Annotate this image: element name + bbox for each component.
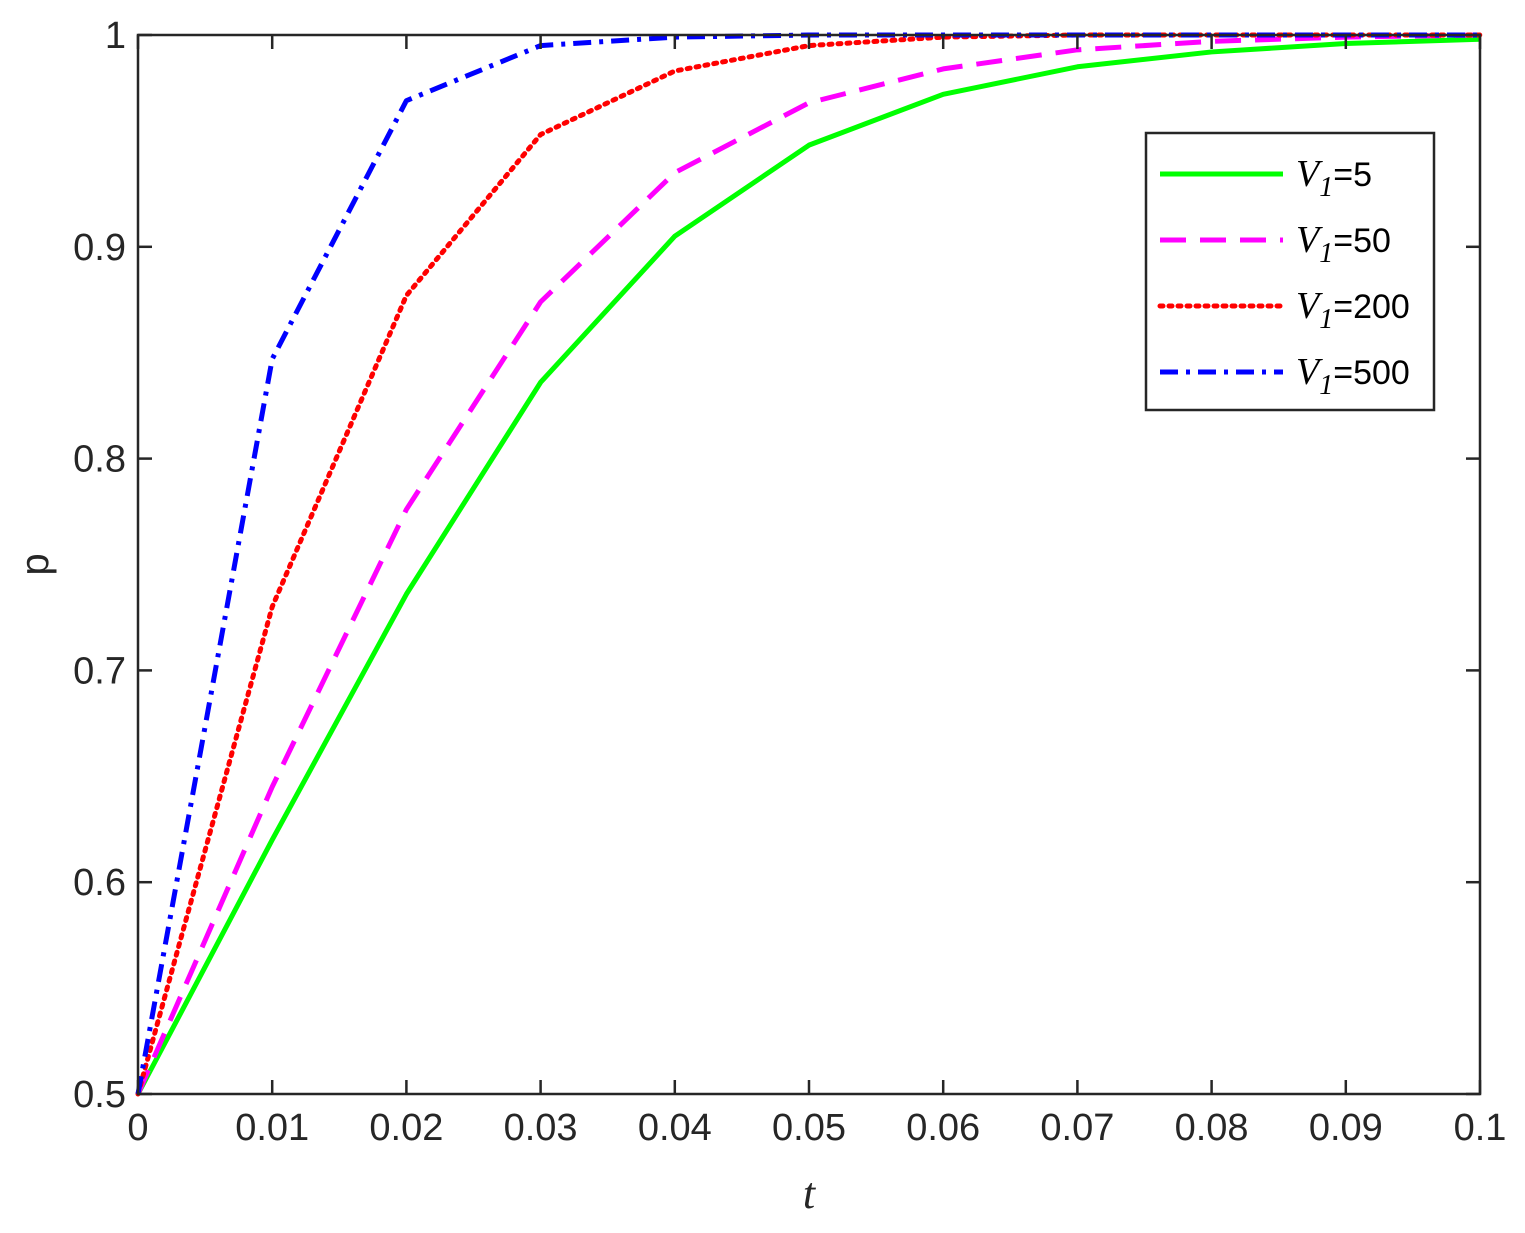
y-tick-label: 0.8 [73,439,126,481]
x-tick-label: 0.02 [369,1107,443,1149]
legend-var: V [1296,219,1323,261]
legend-subscript: 1 [1319,238,1333,269]
x-tick-label: 0.03 [504,1107,578,1149]
x-tick-label: 0.06 [906,1107,980,1149]
x-tick-label: 0.01 [235,1107,309,1149]
legend-value: =50 [1333,222,1391,260]
legend-subscript: 1 [1319,370,1333,401]
legend-label-3: V1=200 [1296,285,1410,335]
x-tick-label: 0.05 [772,1107,846,1149]
y-tick-label: 0.9 [73,227,126,269]
x-tick-label: 0.09 [1309,1107,1383,1149]
legend-label-2: V1=50 [1296,219,1391,269]
legend-value: =5 [1333,156,1372,194]
x-tick-label: 0.1 [1454,1107,1507,1149]
x-tick-label: 0.04 [638,1107,712,1149]
y-tick-label: 0.7 [73,650,126,692]
legend-var: V [1296,153,1323,195]
legend-box [1144,131,1436,412]
x-axis-title: t [803,1169,817,1218]
legend-label-1: V1=5 [1296,153,1372,203]
y-tick-label: 0.6 [73,862,126,904]
x-tick-label: 0.07 [1040,1107,1114,1149]
legend-value: =500 [1333,354,1410,392]
x-tick-label: 0.08 [1175,1107,1249,1149]
y-tick-label: 0.5 [73,1074,126,1116]
ticks-layer [136,33,1482,1096]
legend-label-4: V1=500 [1296,351,1410,401]
tick-labels: 0 0.01 0.02 0.03 0.04 0.05 0.06 0.07 0.08 0.09 0.1… [73,15,1506,1149]
legend-subscript: 1 [1319,304,1333,335]
y-axis-title: p [13,553,57,575]
legend-var: V [1296,351,1323,393]
legend-subscript: 1 [1319,172,1333,203]
series-line-2 [135,32,1481,1096]
legend-value: =200 [1333,288,1410,326]
x-tick-label: 0 [127,1107,148,1149]
legend-var: V [1296,285,1323,327]
y-tick-label: 1 [105,15,126,57]
series-line-1 [135,36,1481,1096]
